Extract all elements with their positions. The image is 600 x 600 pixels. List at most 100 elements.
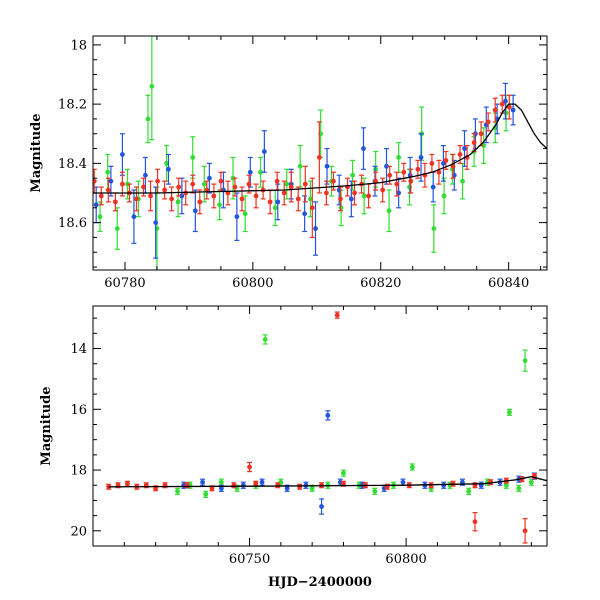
bottom-green-point	[409, 463, 415, 471]
top-green-point	[284, 168, 290, 200]
bottom-green-point	[516, 484, 522, 492]
top-blue-point	[360, 127, 366, 170]
top-y-axis-label: Magnitude	[29, 113, 44, 192]
top-red-point	[218, 171, 224, 191]
bottom-green-point	[372, 487, 378, 495]
bottom-y-tick-label: 14	[70, 342, 87, 357]
top-red-point	[225, 180, 231, 206]
top-red-point	[169, 186, 175, 212]
top-blue-point	[418, 133, 424, 182]
top-green-point	[460, 162, 466, 200]
top-red-point	[105, 177, 111, 203]
top-red-point	[436, 159, 442, 185]
bottom-green-point	[522, 349, 528, 372]
bottom-axes: 60750 60800 14 16 18 20	[70, 306, 547, 567]
top-blue-point	[462, 130, 468, 167]
top-green-point	[441, 177, 447, 215]
top-red-point	[133, 186, 139, 212]
top-red-point	[316, 121, 322, 194]
top-red-point	[246, 174, 252, 194]
top-y-tick-label: 18.4	[58, 157, 87, 172]
top-blue-point	[165, 153, 171, 185]
top-green-point	[201, 165, 207, 203]
top-y-tick-label: 18.6	[58, 216, 87, 231]
bottom-red-point	[247, 461, 253, 473]
bottom-y-tick-label: 20	[70, 524, 87, 539]
top-red-point	[499, 94, 505, 114]
bottom-blue-point	[259, 478, 265, 486]
top-red-point	[274, 171, 280, 191]
bottom-blue-point	[284, 484, 290, 492]
top-red-point	[267, 189, 273, 215]
bottom-blue-point	[240, 481, 246, 489]
top-green-point	[481, 127, 487, 164]
top-green-point	[396, 142, 402, 173]
top-green-point	[114, 207, 120, 250]
top-red-point	[408, 168, 414, 194]
top-green-point	[297, 144, 303, 188]
top-y-tick-label: 18	[70, 38, 87, 53]
top-red-point	[323, 180, 329, 206]
top-red-point	[148, 180, 154, 212]
top-red-point	[295, 186, 301, 212]
top-blue-point	[313, 201, 319, 256]
bottom-plot-frame	[92, 305, 548, 547]
bottom-model-curve	[108, 476, 547, 488]
top-blue-point	[192, 189, 198, 233]
top-red-point	[429, 153, 435, 173]
top-red-point	[112, 192, 118, 212]
bottom-blue-point	[400, 478, 406, 486]
top-blue-point	[384, 147, 390, 185]
top-blue-point	[153, 186, 159, 259]
bottom-red-point	[522, 518, 528, 544]
top-green-point	[217, 189, 223, 221]
top-red-point	[302, 165, 308, 203]
top-green-point	[149, 36, 155, 141]
bottom-blue-point	[319, 498, 325, 515]
top-blue-point	[324, 147, 330, 185]
top-green-point	[386, 189, 392, 233]
top-blue-point	[108, 165, 114, 197]
top-red-point	[366, 183, 372, 209]
top-blue-point	[348, 180, 354, 218]
top-plot-frame	[92, 35, 548, 271]
top-x-tick-label: 60800	[232, 276, 273, 291]
top-blue-point	[234, 192, 240, 241]
top-green-point	[105, 153, 111, 191]
top-blue-point	[430, 171, 436, 203]
top-red-point	[422, 162, 428, 188]
top-green-point	[258, 156, 264, 188]
bottom-blue-point	[218, 484, 224, 492]
bottom-y-tick-label: 18	[70, 464, 87, 479]
top-x-tick-label: 60780	[104, 276, 145, 291]
top-blue-point	[502, 82, 508, 120]
top-red-point	[98, 186, 104, 206]
top-blue-point	[261, 130, 267, 173]
bottom-blue-point	[459, 478, 465, 486]
top-green-point	[145, 94, 151, 144]
bottom-red-point	[297, 483, 303, 490]
top-green-point	[431, 204, 437, 253]
top-red-point	[162, 180, 168, 200]
bottom-red-point	[124, 480, 130, 487]
top-blue-point	[179, 177, 185, 215]
top-red-point	[190, 174, 196, 194]
top-green-point	[190, 136, 196, 179]
bottom-blue-point	[200, 478, 206, 486]
bottom-green-point	[340, 469, 346, 477]
top-blue-point	[510, 94, 516, 126]
top-red-point	[253, 183, 259, 209]
bottom-green-point	[262, 334, 268, 345]
bottom-green-point	[203, 490, 209, 498]
top-red-point	[506, 94, 512, 120]
top-axes: 60780 60800 60820 60840 18 18.2 18.4 18.6	[58, 36, 547, 291]
top-red-point	[197, 189, 203, 215]
bottom-x-axis-label: HJD−2400000	[268, 575, 372, 590]
bottom-blue-point	[441, 481, 447, 489]
top-red-point	[443, 150, 449, 170]
top-blue-point	[131, 189, 137, 244]
bottom-x-tick-label: 60800	[385, 552, 426, 567]
top-data-points	[93, 36, 516, 270]
top-blue-point	[206, 162, 212, 194]
bottom-green-point	[218, 478, 224, 486]
